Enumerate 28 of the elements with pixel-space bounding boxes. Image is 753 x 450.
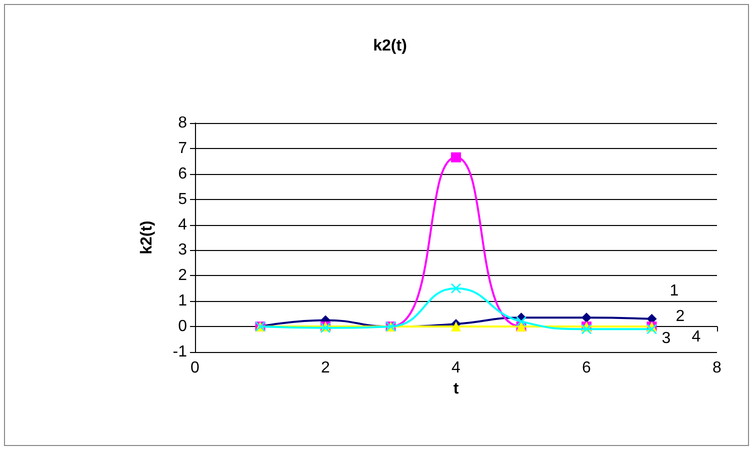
x-tick-label: 0	[190, 360, 200, 376]
x-tick-label: 2	[321, 360, 330, 376]
y-tick-label: 7	[178, 140, 188, 157]
chart-title: k2(t)	[373, 38, 407, 54]
text: 4	[692, 328, 701, 346]
y-tick-label: 1	[178, 292, 188, 310]
series-label: 1	[670, 282, 679, 300]
y-tick-label: -1	[172, 344, 188, 360]
point	[582, 324, 592, 334]
y-tick-label: 5	[178, 190, 188, 208]
x-tick-label: 6	[582, 360, 592, 376]
series-label: 3	[662, 330, 671, 348]
y-tick-label: 3	[178, 242, 188, 259]
x-axis-title: t	[453, 380, 460, 398]
y-tick-label: 8	[178, 114, 188, 132]
x-tick-label: 4	[452, 360, 461, 376]
y-tick-label: 4	[178, 216, 188, 234]
series-label: 2	[676, 308, 685, 326]
point	[516, 316, 526, 326]
y-axis-title: k2(t)	[138, 220, 156, 254]
point	[451, 152, 461, 162]
y-tick-label: 2	[178, 267, 188, 284]
y-tick-label: 0	[178, 318, 188, 336]
point	[582, 312, 592, 323]
point	[451, 283, 461, 294]
point	[646, 324, 657, 334]
x-tick-label: 8	[712, 360, 722, 376]
y-tick-label: 6	[178, 165, 188, 182]
